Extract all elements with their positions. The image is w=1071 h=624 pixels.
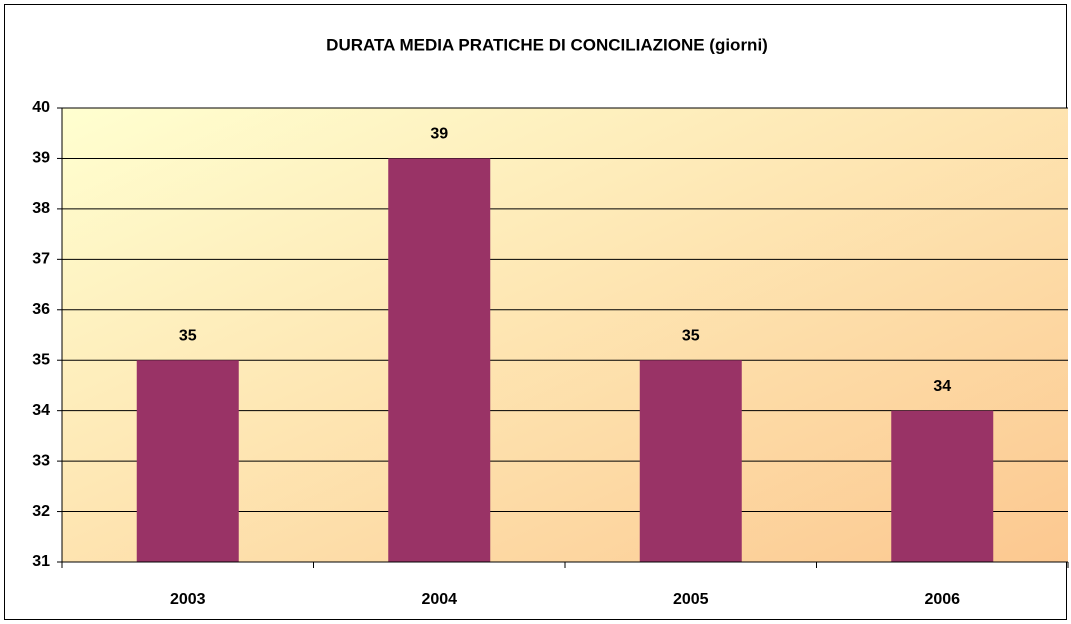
- bar: [388, 158, 491, 562]
- y-tick-label: 40: [32, 99, 50, 116]
- data-label: 35: [179, 327, 197, 344]
- x-tick-label: 2004: [421, 591, 457, 608]
- data-label: 34: [933, 378, 951, 395]
- y-tick-label: 36: [32, 301, 50, 318]
- y-tick-label: 39: [32, 150, 50, 167]
- data-label: 39: [430, 126, 448, 143]
- bar: [639, 360, 742, 562]
- y-tick-label: 35: [32, 351, 50, 368]
- y-tick-label: 37: [32, 251, 50, 268]
- y-tick-label: 31: [32, 553, 50, 570]
- x-tick-label: 2003: [170, 591, 206, 608]
- data-label: 35: [682, 327, 700, 344]
- bar: [136, 360, 239, 562]
- x-tick-label: 2005: [673, 591, 709, 608]
- y-tick-label: 34: [32, 402, 50, 419]
- bar: [891, 410, 994, 562]
- x-tick-label: 2006: [924, 591, 960, 608]
- y-tick-label: 33: [32, 452, 50, 469]
- y-tick-label: 38: [32, 200, 50, 217]
- chart-title: DURATA MEDIA PRATICHE DI CONCILIAZIONE (…: [326, 35, 768, 54]
- y-tick-label: 32: [32, 503, 50, 520]
